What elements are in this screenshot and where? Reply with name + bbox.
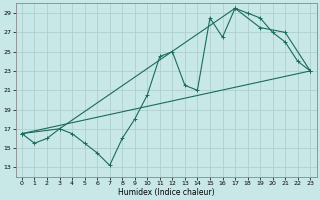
X-axis label: Humidex (Indice chaleur): Humidex (Indice chaleur): [118, 188, 214, 197]
